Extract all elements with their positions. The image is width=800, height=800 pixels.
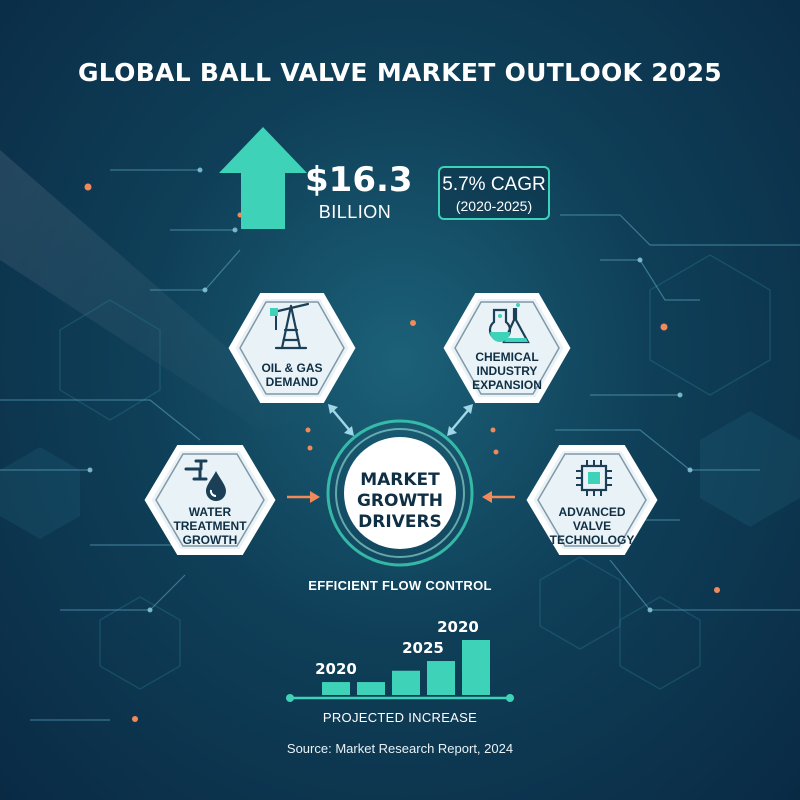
- water-tap-icon: [184, 459, 226, 501]
- flask-icon: [488, 303, 530, 344]
- hex-tech: [526, 445, 658, 555]
- chart-footer-label: PROJECTED INCREASE: [322, 710, 478, 725]
- axis-end-dot: [506, 694, 514, 702]
- driver-label-oil-gas: OIL & GAS DEMAND: [261, 361, 323, 389]
- bar-year-label: 2020: [437, 618, 479, 636]
- oil-derrick-icon: [270, 302, 310, 350]
- projection-bar-chart: [286, 640, 514, 702]
- cagr-box: 5.7% CAGR (2020-2025): [438, 166, 550, 220]
- growth-arrow-icon: [219, 127, 307, 229]
- bar-year-label: 2020: [315, 660, 357, 679]
- hex-water: [144, 445, 276, 555]
- bar-year-label: 2025: [402, 639, 444, 658]
- market-size-value: $16.3: [305, 160, 413, 200]
- driver-label-tech: ADVANCED VALVE TECHNOLOGY: [549, 505, 635, 547]
- chart-bar: [322, 682, 350, 695]
- center-label: MARKET GROWTH DRIVERS: [356, 470, 444, 532]
- page-title: GLOBAL BALL VALVE MARKET OUTLOOK 2025: [77, 58, 723, 87]
- chart-bar: [357, 682, 385, 695]
- chart-bar: [427, 661, 455, 695]
- chart-bar: [392, 670, 420, 695]
- driver-label-water: WATER TREATMENT GROWTH: [173, 505, 247, 547]
- driver-label-chemical: CHEMICAL INDUSTRY EXPANSION: [472, 350, 542, 392]
- source-note: Source: Market Research Report, 2024: [286, 741, 514, 756]
- axis-end-dot: [286, 694, 294, 702]
- chip-icon: [576, 460, 612, 496]
- cagr-value: 5.7% CAGR: [442, 174, 546, 195]
- chart-bar: [462, 640, 490, 695]
- hex-chemical: [443, 293, 571, 403]
- market-size-unit: BILLION: [318, 202, 392, 222]
- cagr-period: (2020-2025): [455, 198, 533, 214]
- tagline: EFFICIENT FLOW CONTROL: [308, 578, 492, 593]
